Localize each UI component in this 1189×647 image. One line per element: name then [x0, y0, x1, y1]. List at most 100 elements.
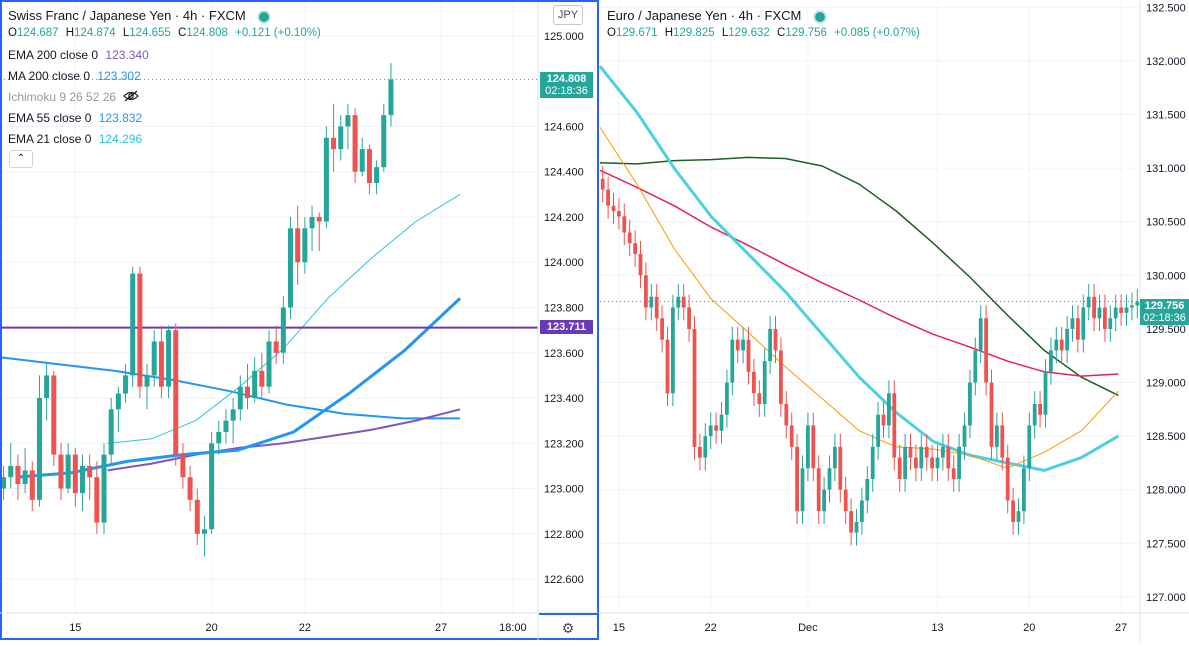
left-l-value: 124.655 [129, 27, 171, 39]
right-candle-body [1016, 511, 1021, 522]
right-candle-body [951, 468, 956, 480]
right-y-tick-label: 127.000 [1146, 592, 1186, 604]
right-candle-body [876, 414, 880, 447]
left-y-tick-label: 125.000 [544, 31, 584, 43]
right-x-tick-label: Dec [798, 622, 818, 634]
right-candle-body [1097, 307, 1102, 319]
left-indicator-ema200[interactable]: EMA 200 close 0 123.340 [8, 48, 153, 62]
right-candle-body [681, 296, 686, 308]
left-o-label: O [8, 27, 17, 39]
left-change-value: +0.121 (+0.10%) [235, 27, 321, 39]
right-x-tick-label: 15 [613, 622, 625, 634]
left-candle-body [123, 375, 129, 394]
left-c-label: C [178, 27, 187, 39]
right-candle-body [606, 189, 610, 206]
right-candle-body [752, 371, 756, 394]
right-candle-body [1103, 307, 1107, 329]
left-candle-body [201, 529, 207, 534]
right-candle-body [914, 457, 918, 469]
left-h-value: 124.874 [74, 27, 116, 39]
left-price-axis[interactable]: 125.000 124.600 124.400 124.200 124.000 123.8… [544, 31, 584, 586]
right-candle-body [1076, 318, 1080, 340]
right-candle-body [638, 253, 643, 276]
right-candle-body [941, 446, 945, 458]
left-price-plot[interactable] [0, 63, 538, 557]
right-candle-body [1038, 403, 1042, 415]
right-candle-body [1059, 339, 1064, 351]
left-candle-body [65, 454, 71, 489]
currency-unit-button[interactable]: JPY [553, 5, 583, 25]
right-candle-body [908, 446, 913, 458]
left-y-tick-label: 123.000 [544, 484, 584, 496]
countdown-text: 02:18:36 [1143, 312, 1186, 324]
right-candle-body [719, 414, 724, 431]
right-candle-body [946, 446, 951, 469]
right-last-price-tag: 129.756 02:18:36 [1140, 299, 1189, 325]
indicator-label: MA 200 close 0 [8, 69, 91, 83]
right-time-axis[interactable]: 15 22 Dec 13 20 27 [613, 622, 1127, 634]
hline-price-text: 123.711 [546, 321, 587, 333]
ema200-line [599, 156, 1119, 397]
left-time-axis[interactable]: 15 20 22 27 18:00 [69, 622, 526, 634]
ma200-line [599, 169, 1119, 377]
right-candle-body [968, 382, 972, 426]
right-candle-body [698, 446, 702, 458]
left-candle-body [36, 398, 42, 500]
right-candle-body [1092, 296, 1096, 319]
right-candle-body [984, 318, 988, 383]
left-candle-body [316, 216, 322, 222]
right-price-axis[interactable]: 132.500 132.000 131.500 131.000 130.500 130.0… [1146, 2, 1186, 604]
left-candle-body [87, 465, 93, 478]
left-candle-body [51, 375, 57, 455]
right-candle-body [973, 350, 978, 383]
right-o-value: 129.671 [615, 27, 658, 39]
left-candle-body [137, 273, 143, 387]
left-indicator-ma200[interactable]: MA 200 close 0 123.302 [8, 69, 145, 83]
right-candle-body [725, 382, 729, 415]
right-candle-body [1119, 307, 1123, 313]
gear-icon[interactable]: ⚙ [561, 620, 575, 636]
collapse-legend-button[interactable]: ⌃ [9, 150, 33, 168]
left-y-tick-label: 123.600 [544, 348, 584, 360]
left-indicator-ema55[interactable]: EMA 55 close 0 123.832 [8, 111, 146, 125]
right-candle-body [919, 446, 924, 469]
left-status-dot [257, 9, 272, 24]
left-candle-body [144, 375, 150, 387]
right-change-value: +0.085 (+0.07%) [834, 27, 920, 39]
left-y-tick-label: 123.400 [544, 393, 584, 405]
right-x-tick-label: 13 [931, 622, 943, 634]
left-candle-body [345, 115, 351, 127]
right-y-tick-label: 131.000 [1146, 163, 1186, 175]
right-l-label: L [721, 27, 729, 39]
left-candle-body [230, 409, 236, 421]
right-candle-body [1000, 425, 1005, 458]
hidden-eye-icon[interactable] [123, 90, 140, 105]
left-y-tick-label: 124.000 [544, 257, 584, 269]
left-candle-body [101, 454, 107, 523]
left-candle-body [72, 454, 78, 494]
left-candle-body [237, 386, 243, 410]
right-c-value: 129.756 [785, 27, 827, 39]
right-candle-body [865, 479, 870, 501]
right-candle-body [654, 296, 659, 319]
left-candle-body [302, 228, 308, 263]
right-price-plot[interactable] [598, 65, 1140, 546]
left-candle-body [209, 443, 215, 530]
right-candle-body [1027, 425, 1032, 469]
right-candle-body [811, 425, 816, 469]
left-h-label: H [65, 27, 75, 39]
right-candle-body [1113, 307, 1118, 319]
left-candle-body [252, 370, 258, 399]
right-candle-body [989, 382, 994, 447]
left-axis-accent [539, 613, 598, 615]
right-candle-body [708, 425, 713, 437]
indicator-value: 124.296 [98, 132, 143, 146]
left-indicator-ichimoku[interactable]: Ichimoku 9 26 52 26 [8, 90, 143, 105]
left-candle-body [130, 273, 136, 376]
left-candle-body [44, 375, 50, 399]
right-candle-body [833, 446, 837, 469]
ema200-line [107, 408, 461, 472]
left-candle-body [366, 149, 372, 184]
left-candle-body [374, 167, 380, 184]
left-indicator-ema21[interactable]: EMA 21 close 0 124.296 [8, 132, 146, 146]
